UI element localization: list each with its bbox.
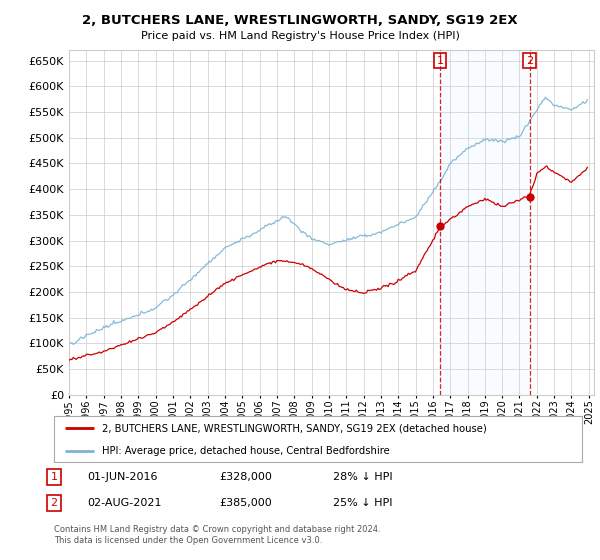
Text: 2, BUTCHERS LANE, WRESTLINGWORTH, SANDY, SG19 2EX (detached house): 2, BUTCHERS LANE, WRESTLINGWORTH, SANDY,… <box>101 423 486 433</box>
Text: 02-AUG-2021: 02-AUG-2021 <box>87 498 161 508</box>
Text: 2: 2 <box>526 55 533 66</box>
Text: 2, BUTCHERS LANE, WRESTLINGWORTH, SANDY, SG19 2EX: 2, BUTCHERS LANE, WRESTLINGWORTH, SANDY,… <box>82 14 518 27</box>
Text: 1: 1 <box>437 55 443 66</box>
Text: £328,000: £328,000 <box>219 472 272 482</box>
Bar <box>440 50 530 395</box>
Text: HPI: Average price, detached house, Central Bedfordshire: HPI: Average price, detached house, Cent… <box>101 446 389 455</box>
Text: 28% ↓ HPI: 28% ↓ HPI <box>333 472 392 482</box>
Text: £385,000: £385,000 <box>219 498 272 508</box>
Text: 25% ↓ HPI: 25% ↓ HPI <box>333 498 392 508</box>
Text: Contains HM Land Registry data © Crown copyright and database right 2024.
This d: Contains HM Land Registry data © Crown c… <box>54 525 380 545</box>
Text: Price paid vs. HM Land Registry's House Price Index (HPI): Price paid vs. HM Land Registry's House … <box>140 31 460 41</box>
Text: 2: 2 <box>50 498 58 508</box>
Text: 1: 1 <box>50 472 58 482</box>
Text: 01-JUN-2016: 01-JUN-2016 <box>87 472 157 482</box>
